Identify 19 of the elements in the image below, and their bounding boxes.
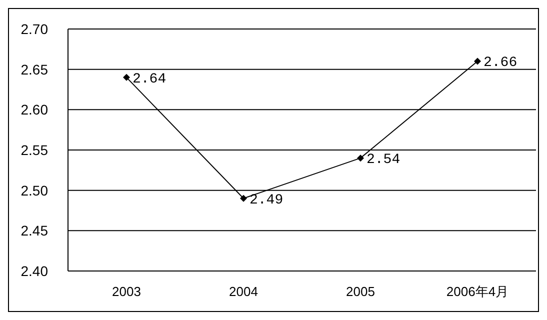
point <box>123 74 130 81</box>
y-tick-label: 2.50 <box>20 182 48 198</box>
data-label: 2.49 <box>250 192 284 208</box>
y-tick-label: 2.70 <box>20 20 48 37</box>
data-label: 2.66 <box>484 55 518 72</box>
data-label: 2.64 <box>132 71 166 88</box>
x-tick-label: 2003 <box>112 284 141 300</box>
point <box>240 194 247 202</box>
x-tick-label: 2005 <box>346 284 375 300</box>
y-tick-label: 2.45 <box>20 222 48 239</box>
y-tick-label: 2.40 <box>20 262 48 279</box>
y-tick-label: 2.65 <box>20 61 48 78</box>
x-tick-label: 2006年4月 <box>446 284 509 300</box>
point <box>474 58 481 65</box>
point <box>357 154 364 162</box>
x-tick-label: 2004 <box>229 284 258 300</box>
y-tick-label: 2.60 <box>20 102 48 118</box>
data-label: 2.54 <box>366 152 400 168</box>
y-tick-label: 2.55 <box>20 142 48 158</box>
